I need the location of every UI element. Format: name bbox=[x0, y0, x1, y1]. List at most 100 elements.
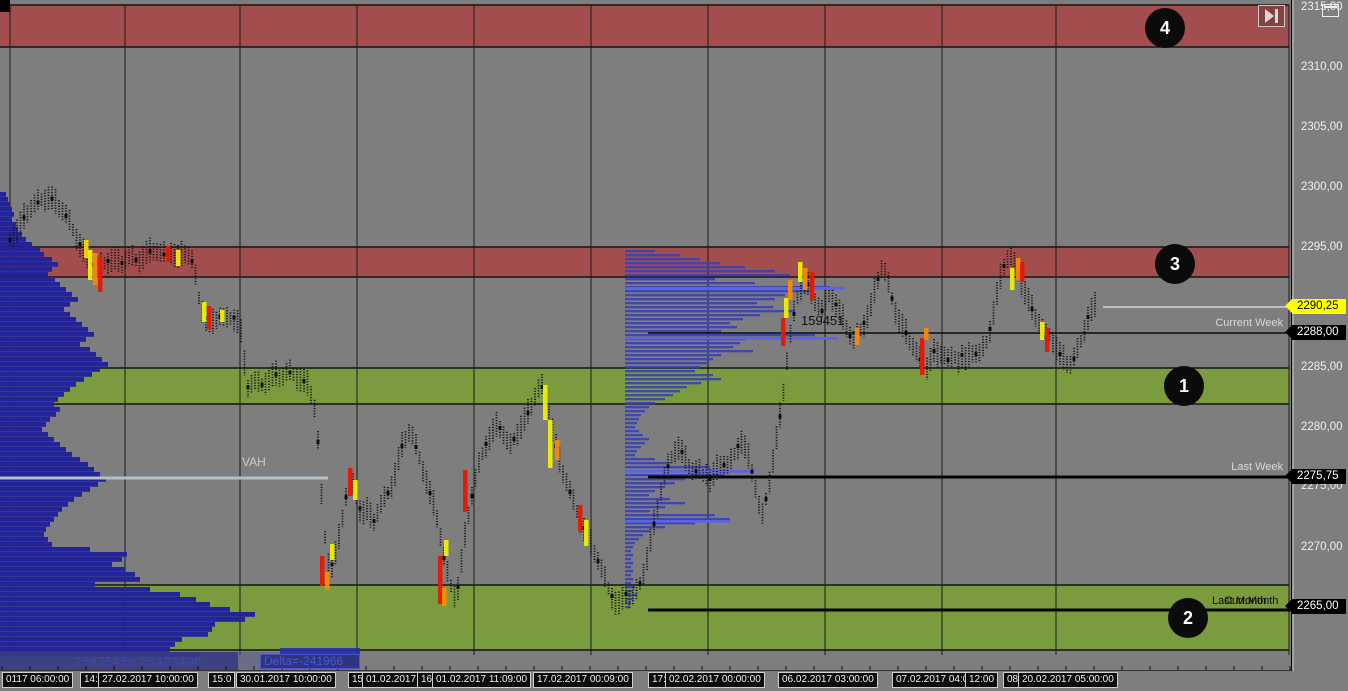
imbalance-highlight bbox=[924, 328, 929, 340]
left-volume-profile-row bbox=[0, 552, 127, 557]
imbalance-highlight bbox=[353, 480, 358, 500]
center-volume-profile-row bbox=[625, 254, 680, 257]
left-volume-profile-row bbox=[0, 297, 78, 302]
center-volume-profile-row bbox=[625, 366, 700, 369]
center-volume-profile-row bbox=[625, 498, 670, 501]
level-price-tag: 2288,00 bbox=[1285, 325, 1346, 340]
profile-bottom-band-core bbox=[0, 652, 238, 672]
center-volume-profile-row bbox=[625, 302, 757, 305]
imbalance-highlight bbox=[84, 240, 89, 258]
left-volume-profile-row bbox=[0, 472, 100, 477]
center-volume-profile-row bbox=[625, 534, 643, 537]
center-volume-profile-row bbox=[625, 250, 655, 253]
center-volume-profile-row bbox=[625, 550, 631, 553]
left-volume-profile-row bbox=[0, 562, 112, 567]
price-chart-canvas[interactable]: 1 2 3 4 bbox=[0, 0, 1291, 672]
center-volume-profile-row bbox=[625, 314, 760, 317]
left-volume-profile-row bbox=[0, 337, 86, 342]
center-volume-profile-row bbox=[625, 490, 655, 493]
left-volume-profile-row bbox=[0, 447, 66, 452]
zone-marker-4[interactable]: 4 bbox=[1145, 8, 1185, 48]
center-volume-profile-row bbox=[625, 606, 630, 609]
price-tick-2280,00: 2280,00 bbox=[1301, 421, 1343, 433]
left-volume-profile-row bbox=[0, 532, 44, 537]
svg-text:4: 4 bbox=[1160, 18, 1170, 38]
center-volume-profile-row bbox=[625, 398, 665, 401]
svg-text:1: 1 bbox=[1179, 376, 1189, 396]
price-axis[interactable]: 2315,00 2310,00 2305,00 2300,00 2295,00 2285,… bbox=[1285, 0, 1348, 672]
left-volume-profile-row bbox=[0, 587, 150, 592]
left-volume-profile-row bbox=[0, 632, 208, 637]
left-volume-profile-row bbox=[0, 462, 88, 467]
center-volume-profile-row bbox=[625, 482, 675, 485]
center-volume-profile-row bbox=[625, 570, 633, 573]
imbalance-highlight bbox=[798, 262, 803, 282]
level-price-tag: 2275,75 bbox=[1285, 469, 1346, 484]
center-volume-profile-row bbox=[625, 378, 721, 381]
left-volume-profile-row bbox=[0, 622, 215, 627]
center-volume-profile-row bbox=[625, 306, 773, 309]
left-volume-profile-row bbox=[0, 522, 50, 527]
left-volume-profile-row bbox=[0, 277, 55, 282]
left-volume-profile-row bbox=[0, 257, 52, 262]
imbalance-highlight bbox=[584, 520, 589, 546]
zone-marker-2[interactable]: 2 bbox=[1168, 598, 1208, 638]
time-axis-label: 15:0 bbox=[208, 672, 236, 688]
left-volume-profile-row bbox=[0, 212, 14, 217]
center-volume-profile-row bbox=[625, 346, 733, 349]
left-volume-profile-row bbox=[0, 392, 64, 397]
left-volume-profile-row bbox=[0, 222, 16, 227]
left-volume-profile-row bbox=[0, 502, 68, 507]
center-volume-profile-row bbox=[625, 330, 721, 333]
supply-zone-top[interactable] bbox=[0, 5, 1289, 47]
center-volume-profile-row bbox=[625, 394, 673, 397]
imbalance-highlight bbox=[543, 385, 548, 420]
left-volume-profile-row bbox=[0, 437, 54, 442]
center-volume-profile-row bbox=[625, 458, 655, 461]
center-volume-profile-row bbox=[625, 574, 631, 577]
center-volume-profile-row bbox=[625, 362, 707, 365]
center-volume-profile-row bbox=[625, 298, 775, 301]
center-volume-profile-row bbox=[625, 562, 633, 565]
time-axis-label: 17.02.2017 00:09:00 bbox=[533, 672, 633, 688]
imbalance-highlight bbox=[463, 470, 468, 512]
left-volume-profile-row bbox=[0, 262, 58, 267]
zone-marker-1[interactable]: 1 bbox=[1164, 366, 1204, 406]
left-volume-profile-row bbox=[0, 307, 64, 312]
left-volume-profile-row bbox=[0, 322, 82, 327]
center-volume-profile-row bbox=[625, 474, 725, 477]
imbalance-highlight bbox=[1045, 328, 1050, 352]
left-volume-profile-row bbox=[0, 512, 58, 517]
imbalance-highlight bbox=[93, 253, 98, 285]
skip-to-end-button[interactable] bbox=[1258, 5, 1285, 27]
left-volume-profile-row bbox=[0, 442, 60, 447]
time-axis[interactable]: 0117 06:00:00 14:0 27.02.2017 10:00:00 15:0… bbox=[0, 671, 1348, 691]
left-volume-profile-row bbox=[0, 387, 70, 392]
center-volume-profile-row bbox=[625, 410, 645, 413]
left-volume-profile-row bbox=[0, 312, 70, 317]
restore-icon[interactable] bbox=[1322, 4, 1339, 17]
imbalance-highlight bbox=[207, 306, 212, 330]
left-volume-profile-row bbox=[0, 577, 140, 582]
center-volume-profile-row bbox=[625, 266, 745, 269]
imbalance-highlight bbox=[442, 588, 447, 606]
center-volume-profile-row bbox=[625, 454, 635, 457]
center-volume-profile-row bbox=[625, 510, 650, 513]
left-volume-profile-row bbox=[0, 402, 54, 407]
center-volume-profile-row bbox=[625, 294, 785, 297]
left-volume-profile-row bbox=[0, 207, 12, 212]
left-volume-profile-row bbox=[0, 422, 46, 427]
left-volume-profile-row bbox=[0, 272, 48, 277]
svg-text:3: 3 bbox=[1170, 254, 1180, 274]
center-volume-profile-row bbox=[625, 514, 715, 517]
left-volume-profile-row bbox=[0, 547, 90, 552]
center-volume-profile-row bbox=[625, 486, 665, 489]
time-axis-label: 20.02.2017 05:00:00 bbox=[1018, 672, 1118, 688]
zone-marker-3[interactable]: 3 bbox=[1155, 244, 1195, 284]
imbalance-highlight bbox=[330, 544, 335, 560]
center-volume-profile-row bbox=[625, 462, 670, 465]
left-volume-profile-row bbox=[0, 342, 80, 347]
price-tick-2285,00: 2285,00 bbox=[1301, 361, 1343, 373]
left-volume-profile-row bbox=[0, 572, 135, 577]
